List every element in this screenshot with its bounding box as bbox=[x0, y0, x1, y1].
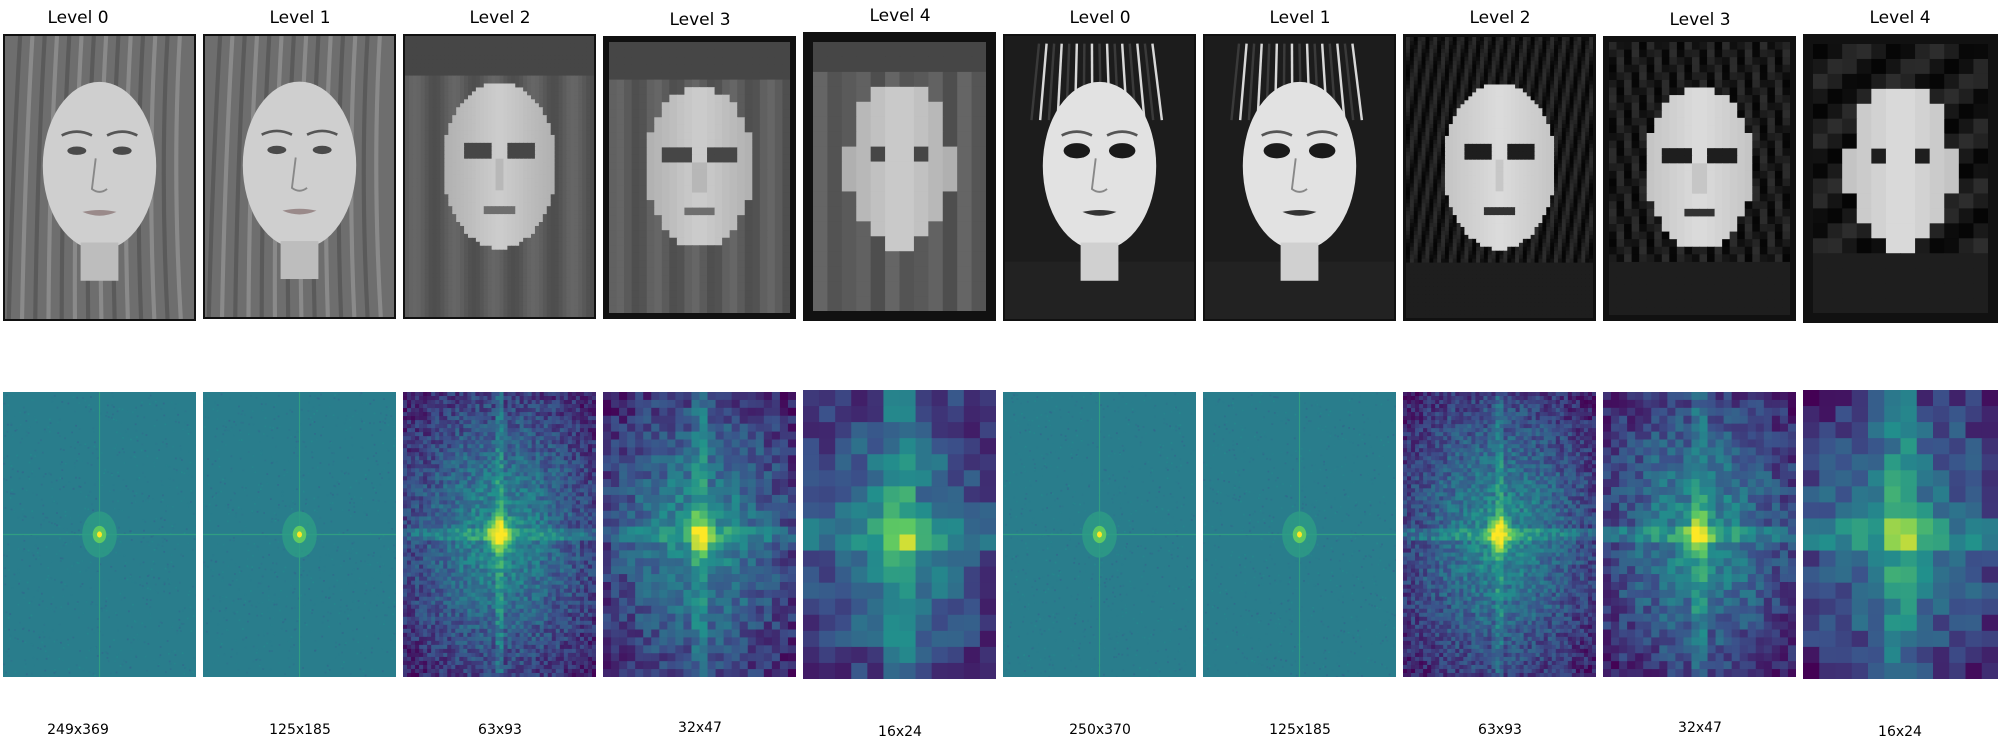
image-size-label: 32x47 bbox=[600, 720, 800, 736]
image-size-label: 125x185 bbox=[1200, 722, 1400, 738]
image-size-label: 32x47 bbox=[1600, 720, 1800, 736]
fourier-spectrum-panel bbox=[603, 392, 796, 677]
face-photo-panel bbox=[203, 34, 396, 319]
fourier-spectrum-panel bbox=[1003, 392, 1196, 677]
image-size-label: 16x24 bbox=[800, 724, 1000, 740]
level-title: Level 1 bbox=[200, 8, 400, 28]
face-photo-panel bbox=[603, 36, 796, 319]
image-size-label: 125x185 bbox=[200, 722, 400, 738]
fourier-spectrum-panel bbox=[1803, 390, 1998, 679]
fourier-spectrum-panel bbox=[403, 392, 596, 677]
face-photo-panel bbox=[403, 34, 596, 319]
level-title: Level 2 bbox=[1400, 8, 1600, 28]
fourier-spectrum-panel bbox=[1203, 392, 1396, 677]
face-photo-panel bbox=[1403, 34, 1596, 321]
level-title: Level 1 bbox=[1200, 8, 1400, 28]
fourier-spectrum-panel bbox=[803, 390, 996, 679]
level-title: Level 3 bbox=[600, 10, 800, 30]
fourier-spectrum-panel bbox=[1603, 392, 1796, 677]
level-title: Level 3 bbox=[1600, 10, 1800, 30]
image-size-label: 16x24 bbox=[1800, 724, 2000, 740]
level-title: Level 0 bbox=[0, 8, 178, 28]
level-title: Level 4 bbox=[1800, 8, 2000, 28]
level-title: Level 0 bbox=[1000, 8, 1200, 28]
fourier-spectrum-panel bbox=[203, 392, 396, 677]
level-title: Level 4 bbox=[800, 6, 1000, 26]
level-title: Level 2 bbox=[400, 8, 600, 28]
face-photo-panel bbox=[3, 34, 196, 321]
fourier-spectrum-panel bbox=[3, 392, 196, 677]
face-photo-panel bbox=[1003, 34, 1196, 321]
image-size-label: 250x370 bbox=[1000, 722, 1200, 738]
face-photo-panel bbox=[1803, 34, 1998, 323]
image-size-label: 249x369 bbox=[0, 722, 178, 738]
image-size-label: 63x93 bbox=[400, 722, 600, 738]
face-photo bbox=[5, 36, 194, 319]
face-photo-panel bbox=[1203, 34, 1396, 321]
face-photo-panel bbox=[803, 32, 996, 321]
fourier-spectrum-panel bbox=[1403, 392, 1596, 677]
image-size-label: 63x93 bbox=[1400, 722, 1600, 738]
face-photo-panel bbox=[1603, 36, 1796, 321]
